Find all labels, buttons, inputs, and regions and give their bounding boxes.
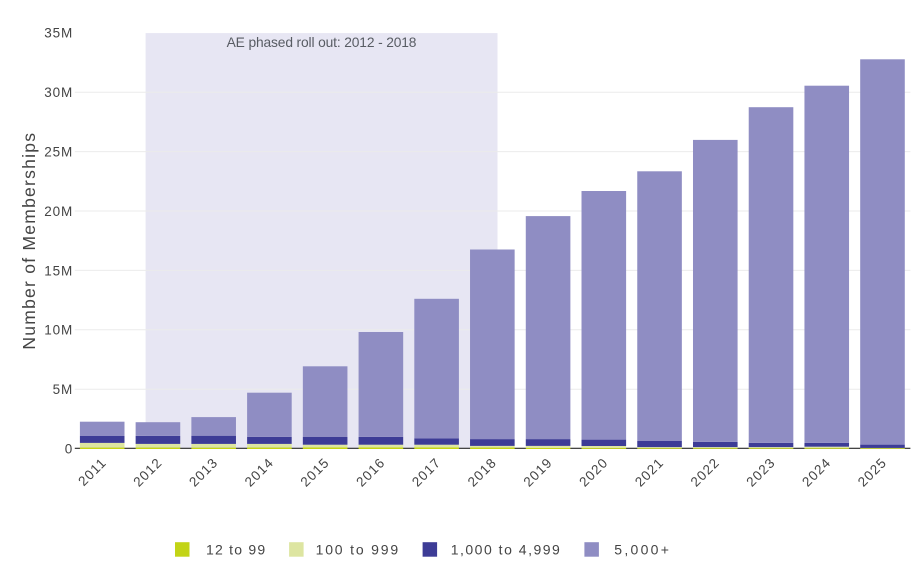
svg-text:2012: 2012 — [130, 455, 165, 490]
svg-text:100 to 999: 100 to 999 — [316, 542, 400, 558]
svg-text:2014: 2014 — [242, 455, 277, 490]
svg-text:2022: 2022 — [688, 455, 723, 490]
svg-text:2019: 2019 — [520, 455, 555, 490]
svg-text:10M: 10M — [44, 323, 73, 338]
svg-text:30M: 30M — [44, 85, 73, 100]
svg-text:2013: 2013 — [186, 455, 221, 490]
svg-text:AE phased roll out: 2012 - 201: AE phased roll out: 2012 - 2018 — [227, 35, 417, 50]
svg-text:2021: 2021 — [632, 455, 667, 490]
svg-text:2016: 2016 — [353, 455, 388, 490]
svg-text:12 to 99: 12 to 99 — [206, 542, 266, 558]
svg-text:2017: 2017 — [409, 455, 444, 490]
svg-text:35M: 35M — [44, 26, 73, 41]
svg-text:2011: 2011 — [75, 455, 109, 489]
svg-text:5M: 5M — [53, 382, 74, 397]
svg-text:5,000+: 5,000+ — [614, 542, 671, 558]
svg-text:15M: 15M — [44, 263, 73, 278]
svg-text:1,000 to 4,999: 1,000 to 4,999 — [451, 542, 562, 558]
svg-text:Number of Memberships: Number of Memberships — [19, 132, 39, 350]
svg-text:2024: 2024 — [799, 455, 834, 490]
svg-text:2023: 2023 — [743, 455, 778, 490]
svg-text:2025: 2025 — [855, 455, 890, 490]
svg-text:2015: 2015 — [298, 455, 333, 490]
svg-text:2018: 2018 — [465, 455, 500, 490]
svg-text:2020: 2020 — [576, 455, 611, 490]
svg-text:25M: 25M — [44, 145, 73, 160]
svg-text:20M: 20M — [44, 204, 73, 219]
svg-text:0: 0 — [65, 442, 73, 457]
